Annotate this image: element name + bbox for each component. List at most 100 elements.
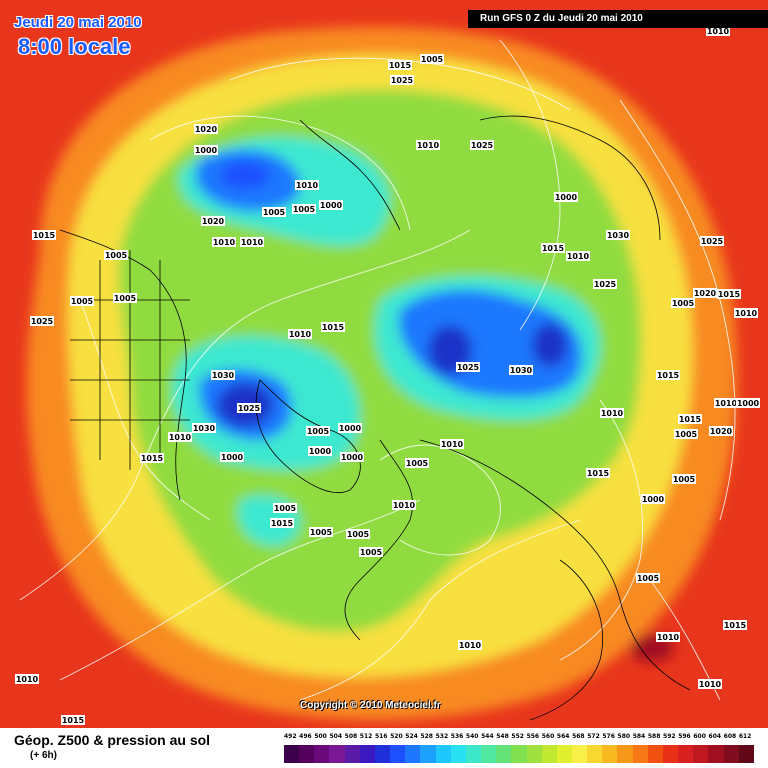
svg-text:1010: 1010 (715, 399, 738, 408)
isobar-label: 1020 (201, 216, 225, 226)
isobar-label: 1000 (736, 398, 760, 408)
svg-text:1030: 1030 (212, 371, 235, 380)
legend-value: 576 (602, 733, 615, 740)
isobar-label: 1015 (586, 468, 610, 478)
svg-text:1000: 1000 (642, 495, 665, 504)
svg-text:1010: 1010 (657, 633, 680, 642)
isobar-label: 1000 (554, 192, 578, 202)
isobar-label: 1010 (440, 439, 464, 449)
isobar-label: 1020 (693, 288, 717, 298)
legend-swatch (465, 745, 482, 763)
svg-text:1025: 1025 (701, 237, 724, 246)
isobar-label: 1005 (671, 298, 695, 308)
legend-value: 600 (693, 733, 706, 740)
isobar-label: 1005 (262, 207, 286, 217)
isobar-label: 1010 (392, 500, 416, 510)
isobar-label: 1025 (700, 236, 724, 246)
isobar-label: 1010 (566, 251, 590, 261)
isobar-label: 1010 (698, 679, 722, 689)
svg-text:1010: 1010 (213, 238, 236, 247)
isobar-label: 1005 (306, 426, 330, 436)
svg-text:1010: 1010 (417, 141, 440, 150)
map-title: Géop. Z500 & pression au sol (14, 732, 211, 748)
svg-text:1020: 1020 (202, 217, 225, 226)
svg-text:1025: 1025 (471, 141, 494, 150)
isobar-label: 1000 (641, 494, 665, 504)
isobar-label: 1005 (273, 503, 297, 513)
isobar-label: 1025 (470, 140, 494, 150)
isobar-label: 1010 (15, 674, 39, 684)
svg-text:1005: 1005 (675, 430, 698, 439)
isobar-label: 1000 (340, 452, 364, 462)
legend-swatch (587, 745, 603, 763)
svg-text:1005: 1005 (263, 208, 286, 217)
legend-value: 604 (708, 733, 722, 740)
coastlines (59, 115, 691, 721)
isobar-label: 1005 (292, 204, 316, 214)
svg-text:1005: 1005 (360, 548, 383, 557)
forecast-offset: (+ 6h) (30, 750, 57, 761)
legend-swatch (329, 745, 345, 763)
legend-value: 556 (526, 733, 540, 740)
forecast-time: 8:00 locale (18, 34, 131, 59)
svg-text:1010: 1010 (241, 238, 264, 247)
isobar-label: 1010 (600, 408, 624, 418)
svg-text:1010: 1010 (567, 252, 590, 261)
isobar-label: 1010 (212, 237, 236, 247)
isobar-label: 1015 (541, 243, 565, 253)
legend-value: 540 (465, 733, 479, 740)
svg-text:1005: 1005 (421, 55, 444, 64)
legend-value: 536 (450, 733, 464, 740)
isobar-label: 1015 (321, 322, 345, 332)
legend-value: 528 (420, 733, 433, 740)
svg-text:1025: 1025 (391, 76, 414, 85)
isobar-label: 1015 (678, 414, 702, 424)
isobar-label: 1025 (30, 316, 54, 326)
isobar-label: 1005 (104, 250, 128, 260)
legend-swatch (571, 745, 588, 763)
isobar-label: 1030 (606, 230, 630, 240)
legend-swatch (602, 745, 618, 763)
isobar-lines (19, 39, 736, 701)
legend-value: 504 (329, 733, 342, 740)
legend-swatch (678, 745, 694, 763)
legend-value: 584 (632, 733, 646, 740)
svg-text:1010: 1010 (169, 433, 192, 442)
svg-text:1000: 1000 (555, 193, 578, 202)
isobar-label: 1010 (734, 308, 758, 318)
svg-text:1030: 1030 (193, 424, 216, 433)
svg-text:1015: 1015 (657, 371, 680, 380)
isobar-label: 1025 (390, 75, 414, 85)
svg-text:1010: 1010 (16, 675, 39, 684)
svg-text:1025: 1025 (594, 280, 617, 289)
svg-text:1010: 1010 (735, 309, 758, 318)
isobar-label: 1015 (656, 370, 680, 380)
svg-text:1000: 1000 (195, 146, 218, 155)
svg-text:1010: 1010 (289, 330, 312, 339)
svg-text:1015: 1015 (724, 621, 747, 630)
isobar-label: 1025 (456, 362, 480, 372)
svg-text:1000: 1000 (309, 447, 332, 456)
legend-swatch (556, 745, 572, 763)
isobar-label: 1025 (237, 403, 261, 413)
isobar-label: 1010 (288, 329, 312, 339)
legend-swatch (435, 745, 451, 763)
legend-value: 580 (617, 733, 631, 740)
svg-text:1000: 1000 (320, 201, 343, 210)
legend-swatch (617, 745, 633, 763)
isobar-label: 1015 (32, 230, 56, 240)
isobar-label: 1010 (168, 432, 192, 442)
svg-text:1015: 1015 (33, 231, 56, 240)
isobar-label: 1005 (636, 573, 660, 583)
isobar-label: 1005 (672, 474, 696, 484)
svg-text:1015: 1015 (718, 290, 741, 299)
isobar-label: 1000 (319, 200, 343, 210)
svg-text:1005: 1005 (105, 251, 128, 260)
legend-swatch (420, 745, 436, 763)
legend-value: 572 (587, 733, 600, 740)
svg-text:1015: 1015 (679, 415, 702, 424)
svg-text:1005: 1005 (347, 530, 370, 539)
legend-swatch (344, 745, 360, 763)
isobar-label: 1005 (113, 293, 137, 303)
legend-value: 608 (723, 733, 737, 740)
